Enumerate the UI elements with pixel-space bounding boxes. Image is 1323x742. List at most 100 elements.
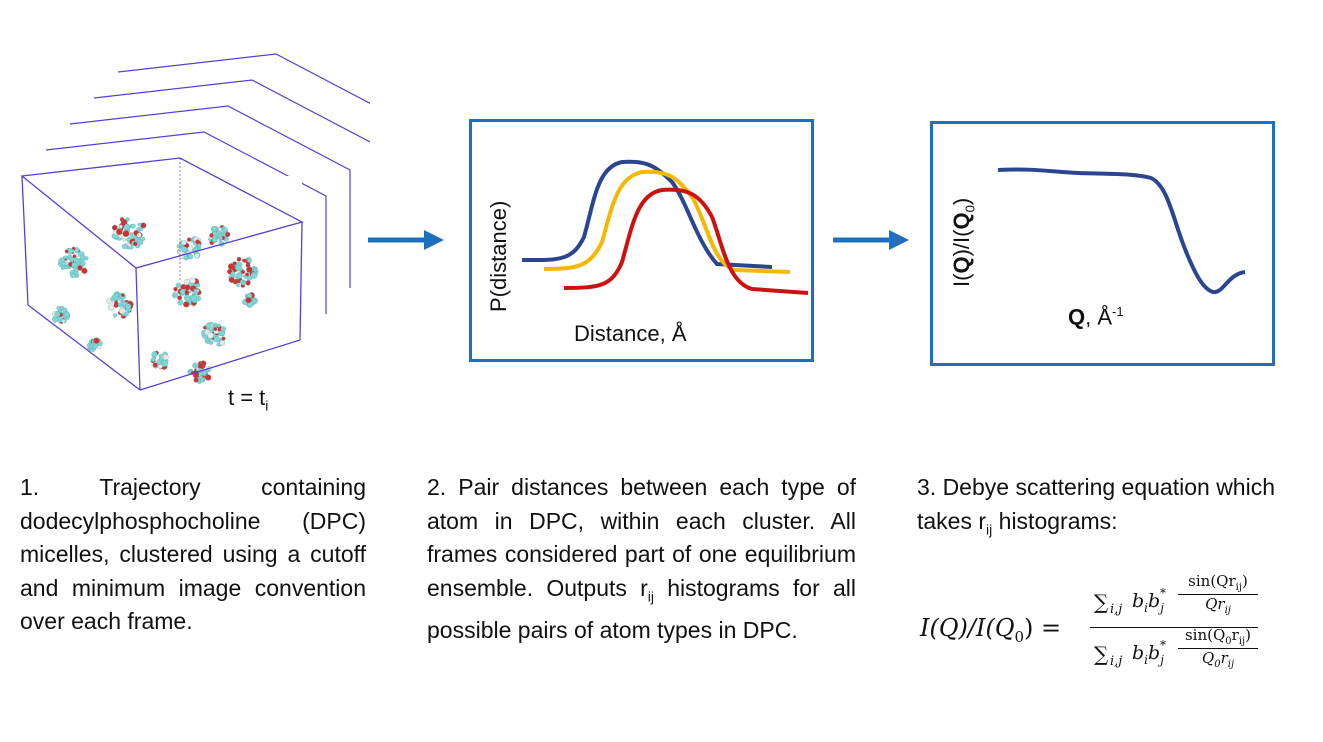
curve-blue	[521, 159, 773, 269]
particle	[213, 327, 218, 332]
particle	[225, 231, 231, 238]
particle	[193, 377, 199, 383]
particle	[116, 228, 123, 236]
particle	[119, 224, 123, 229]
particle	[212, 230, 218, 236]
particle	[184, 294, 191, 302]
pair-distance-panel: P(distance) Distance, Å	[469, 119, 814, 362]
particle	[172, 292, 178, 299]
particle	[216, 323, 221, 328]
particle	[216, 342, 221, 347]
particle	[193, 288, 198, 293]
particle	[220, 326, 227, 332]
particle	[122, 237, 127, 242]
particle	[123, 311, 129, 317]
step2-caption: 2. Pair distances between each type of a…	[427, 474, 856, 643]
equation-lhs: I(Q)/I(Q0) =	[920, 614, 1062, 646]
scattering-curve-plot	[997, 167, 1246, 295]
particle	[63, 264, 69, 270]
particle	[119, 307, 126, 315]
particle	[56, 306, 61, 311]
pair-distance-ylabel: P(distance)	[486, 200, 511, 312]
particle	[181, 246, 188, 253]
particle	[123, 223, 130, 230]
particle	[218, 236, 223, 241]
particle	[236, 256, 242, 262]
particle	[125, 303, 132, 310]
particle	[122, 230, 130, 237]
particle	[221, 336, 226, 341]
equation-numerator: ∑ i,j bibj * sin(Qrij) Qrij	[1090, 572, 1260, 627]
particle	[78, 259, 83, 264]
particle	[235, 278, 240, 283]
particle	[121, 293, 125, 297]
particle	[187, 254, 194, 260]
debye-equation: I(Q)/I(Q0) = ∑ i,j bibj * sin(Qrij) Qrij…	[920, 572, 1300, 692]
arrow-2-to-3	[833, 230, 909, 250]
particle	[245, 272, 250, 277]
particle	[241, 269, 245, 274]
particle	[236, 272, 243, 279]
particle	[84, 256, 89, 261]
scattering-xlabel: Q, Å-1	[1068, 304, 1124, 330]
particle	[177, 299, 184, 306]
particle	[204, 374, 212, 381]
particle	[52, 316, 59, 323]
particle	[177, 295, 182, 301]
pair-distance-xlabel: Distance, Å	[574, 321, 687, 346]
particle	[113, 313, 118, 318]
particle	[232, 261, 237, 266]
particle	[184, 290, 189, 295]
particle	[130, 223, 136, 229]
particle	[211, 226, 218, 232]
particle	[245, 297, 252, 304]
particle	[139, 227, 143, 231]
pair-distance-curves	[521, 159, 809, 295]
particle	[218, 227, 223, 232]
step1-caption: 1. Trajectory containing dodecylphosphoc…	[20, 474, 366, 634]
particle	[217, 327, 222, 332]
particle	[133, 241, 138, 247]
particle	[181, 240, 187, 246]
scattering-intensity-panel: I(Q)/I(Q0) Q, Å-1	[930, 121, 1275, 366]
particle	[81, 267, 88, 274]
particle	[150, 357, 156, 362]
particle	[137, 222, 142, 227]
equation-main-bar	[1090, 627, 1258, 628]
step3-caption: 3. Debye scattering equation which takes…	[917, 474, 1275, 538]
particle	[211, 237, 218, 243]
particle	[129, 232, 134, 237]
particle	[141, 237, 146, 241]
particle	[74, 268, 79, 273]
scattering-curve	[997, 167, 1246, 295]
particle	[250, 271, 258, 279]
particle	[227, 263, 235, 270]
arrow-1-to-2	[368, 230, 444, 250]
equation-fraction: ∑ i,j bibj * sin(Qrij) Qrij ∑ i,j bibj *…	[1090, 572, 1260, 683]
particle	[63, 311, 70, 318]
particle	[161, 360, 168, 367]
particle	[114, 292, 119, 297]
particle	[246, 258, 252, 263]
particle	[195, 239, 200, 245]
particle	[61, 261, 67, 267]
particle	[110, 297, 115, 301]
particle	[236, 283, 240, 288]
particle	[151, 351, 158, 358]
particle	[122, 243, 128, 250]
particle	[62, 307, 68, 313]
particle	[184, 284, 191, 291]
particle	[69, 256, 73, 261]
curve-yellow	[543, 169, 791, 274]
particle	[152, 362, 158, 368]
particle	[205, 322, 212, 329]
particle	[158, 354, 163, 358]
scattering-ylabel: I(Q)/I(Q0)	[949, 197, 978, 287]
particle	[219, 340, 226, 346]
particle	[66, 259, 71, 264]
particle	[73, 257, 79, 263]
particle	[136, 238, 144, 246]
particle	[230, 271, 236, 277]
particle	[246, 266, 253, 273]
trajectory-frames	[20, 53, 370, 391]
